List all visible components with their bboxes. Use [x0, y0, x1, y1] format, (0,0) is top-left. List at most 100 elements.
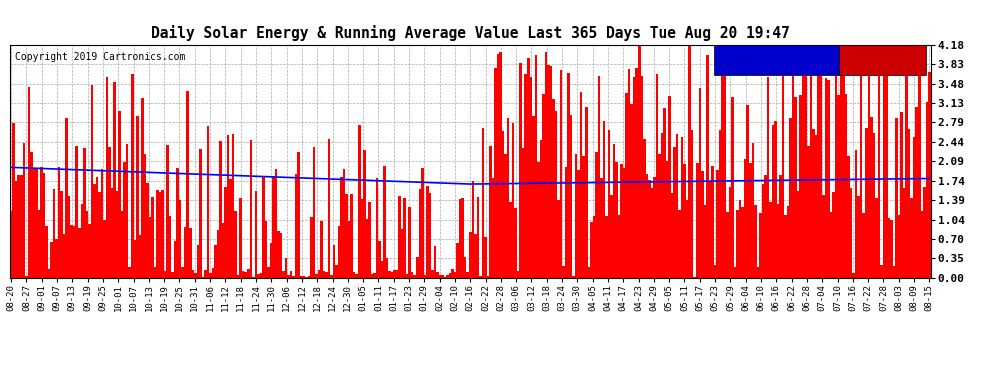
Bar [282, 272, 285, 278]
Bar [43, 172, 46, 278]
Bar [171, 272, 174, 278]
Bar [815, 135, 817, 278]
Bar [499, 52, 502, 278]
Bar [810, 75, 812, 278]
Bar [598, 76, 600, 278]
Bar [756, 267, 759, 278]
Bar [52, 189, 55, 278]
Bar [676, 134, 678, 278]
Bar [416, 257, 419, 278]
Bar [456, 243, 459, 278]
Bar [530, 77, 532, 278]
Bar [83, 148, 85, 278]
Bar [166, 145, 169, 278]
Bar [217, 230, 219, 278]
Bar [554, 111, 557, 278]
Bar [570, 115, 572, 278]
Bar [603, 121, 605, 278]
Bar [729, 187, 732, 278]
Bar [797, 191, 800, 278]
Bar [65, 118, 68, 278]
Bar [35, 168, 38, 278]
Bar [346, 194, 347, 278]
Bar [777, 204, 779, 278]
Bar [890, 220, 893, 278]
Bar [613, 144, 616, 278]
Bar [860, 73, 862, 278]
Bar [727, 212, 729, 278]
Bar [895, 118, 898, 278]
Bar [688, 46, 691, 278]
Bar [331, 275, 333, 278]
Bar [230, 179, 232, 278]
Bar [544, 52, 547, 278]
Bar [121, 211, 124, 278]
Bar [616, 162, 618, 278]
Bar [754, 206, 756, 278]
Bar [375, 178, 378, 278]
Bar [867, 45, 870, 278]
Bar [893, 266, 895, 278]
Bar [136, 116, 139, 278]
Bar [297, 152, 300, 278]
Bar [419, 189, 421, 278]
Bar [78, 228, 80, 278]
Bar [492, 178, 494, 278]
Bar [565, 167, 567, 278]
Bar [838, 94, 840, 278]
Bar [636, 68, 638, 278]
Bar [481, 128, 484, 278]
Bar [370, 274, 373, 278]
Bar [671, 193, 673, 278]
Bar [638, 46, 641, 278]
Bar [567, 73, 570, 278]
Bar [57, 167, 60, 278]
Bar [48, 268, 50, 278]
Bar [766, 76, 769, 278]
Bar [148, 217, 151, 278]
Bar [681, 136, 683, 278]
Bar [714, 265, 716, 278]
Bar [476, 197, 479, 278]
Bar [426, 186, 429, 278]
Bar [323, 271, 325, 278]
Bar [648, 180, 650, 278]
Title: Daily Solar Energy & Running Average Value Last 365 Days Tue Aug 20 19:47: Daily Solar Energy & Running Average Val… [150, 25, 790, 41]
Bar [633, 76, 636, 278]
Bar [91, 85, 93, 278]
Bar [176, 168, 179, 278]
Bar [562, 266, 565, 278]
Bar [559, 70, 562, 278]
Bar [504, 154, 507, 278]
Bar [153, 267, 156, 278]
Bar [849, 188, 852, 278]
Bar [582, 156, 585, 278]
Bar [742, 207, 743, 278]
Bar [794, 98, 797, 278]
Bar [461, 198, 464, 278]
Bar [280, 233, 282, 278]
Bar [771, 126, 774, 278]
Bar [60, 191, 63, 278]
Bar [842, 60, 844, 278]
Bar [921, 211, 923, 278]
Bar [577, 170, 580, 278]
Text: Copyright 2019 Cartronics.com: Copyright 2019 Cartronics.com [15, 52, 185, 62]
Bar [249, 140, 252, 278]
Bar [653, 177, 655, 278]
Bar [448, 273, 451, 278]
Bar [706, 55, 709, 278]
Bar [15, 181, 18, 278]
Bar [898, 216, 900, 278]
Bar [517, 271, 520, 278]
Bar [318, 270, 320, 278]
Bar [343, 169, 346, 278]
Bar [10, 211, 13, 278]
Bar [207, 126, 209, 278]
Bar [466, 272, 469, 278]
Bar [409, 207, 411, 278]
Bar [888, 217, 890, 278]
Bar [900, 112, 903, 278]
Bar [913, 137, 916, 278]
Bar [313, 147, 315, 278]
